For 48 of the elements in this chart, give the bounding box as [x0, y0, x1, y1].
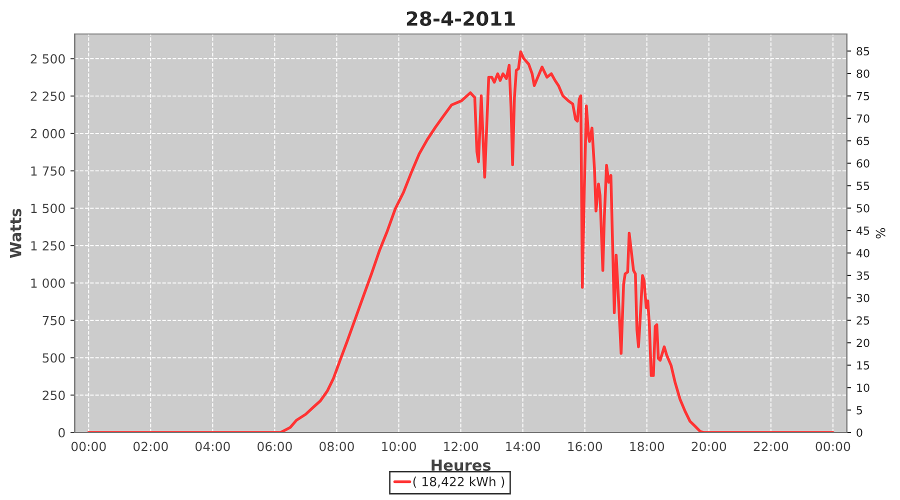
y2-tick-label: 10	[857, 384, 870, 392]
y2-tick-label: 40	[856, 248, 870, 258]
y2-tick-label: 0	[856, 428, 862, 437]
y-tick-label: 2 250	[30, 92, 65, 101]
y2-tick-label: 5	[856, 406, 862, 414]
y2-tick-label: 30	[856, 294, 870, 302]
line-series	[87, 50, 834, 432]
x-tick-label: 04:00	[196, 442, 230, 452]
x-tick-label: 18:00	[630, 442, 664, 452]
x-tick-label: 06:00	[258, 442, 292, 452]
y-tick-label: 500	[42, 353, 65, 363]
x-tick-label: 02:00	[133, 442, 168, 452]
y-tick-label: 1 000	[31, 278, 65, 288]
y-tick-label: 250	[42, 390, 65, 400]
y2-tick-label: 25	[856, 316, 870, 325]
y-tick-label: 1 750	[31, 166, 65, 176]
x-tick-label: 12:00	[444, 442, 478, 452]
y-tick-label: 1 250	[31, 241, 65, 251]
y-axis-title: Watts	[10, 208, 22, 258]
y2-tick-label: 45	[856, 226, 870, 235]
x-tick-label: 00:00	[71, 442, 106, 452]
y2-tick-label: 60	[856, 159, 870, 168]
x-tick-label: 16:00	[568, 442, 602, 452]
y2-axis-title: %	[876, 228, 886, 238]
legend-label: ( 18,422 kWh )	[413, 476, 504, 488]
y2-tick-label: 70	[856, 114, 870, 123]
y2-tick-label: 15	[857, 361, 870, 370]
x-tick-label: 08:00	[320, 442, 354, 452]
y2-tick-label: 55	[856, 182, 870, 190]
y2-tick-label: 20	[856, 338, 870, 348]
x-tick-label: 00:00	[816, 442, 850, 452]
chart-title: 28-4-2011	[406, 11, 515, 26]
x-tick-label: 14:00	[506, 442, 540, 452]
y-tick-label: 750	[42, 316, 65, 326]
y-tick-label: 2 500	[30, 54, 65, 64]
y2-tick-label: 50	[856, 204, 870, 212]
x-axis-title: Heures	[432, 460, 491, 472]
x-tick-label: 22:00	[754, 442, 788, 452]
y2-tick-label: 85	[856, 47, 870, 56]
y-tick-label: 0	[58, 428, 65, 438]
y2-tick-label: 35	[856, 271, 870, 280]
x-tick-label: 10:00	[382, 442, 416, 452]
y2-tick-label: 75	[856, 92, 870, 100]
y2-tick-label: 65	[856, 136, 870, 146]
x-tick-label: 20:00	[692, 442, 726, 452]
y-tick-label: 2 000	[30, 128, 65, 138]
y-tick-label: 1 500	[31, 204, 65, 214]
y2-tick-label: 80	[856, 69, 870, 78]
